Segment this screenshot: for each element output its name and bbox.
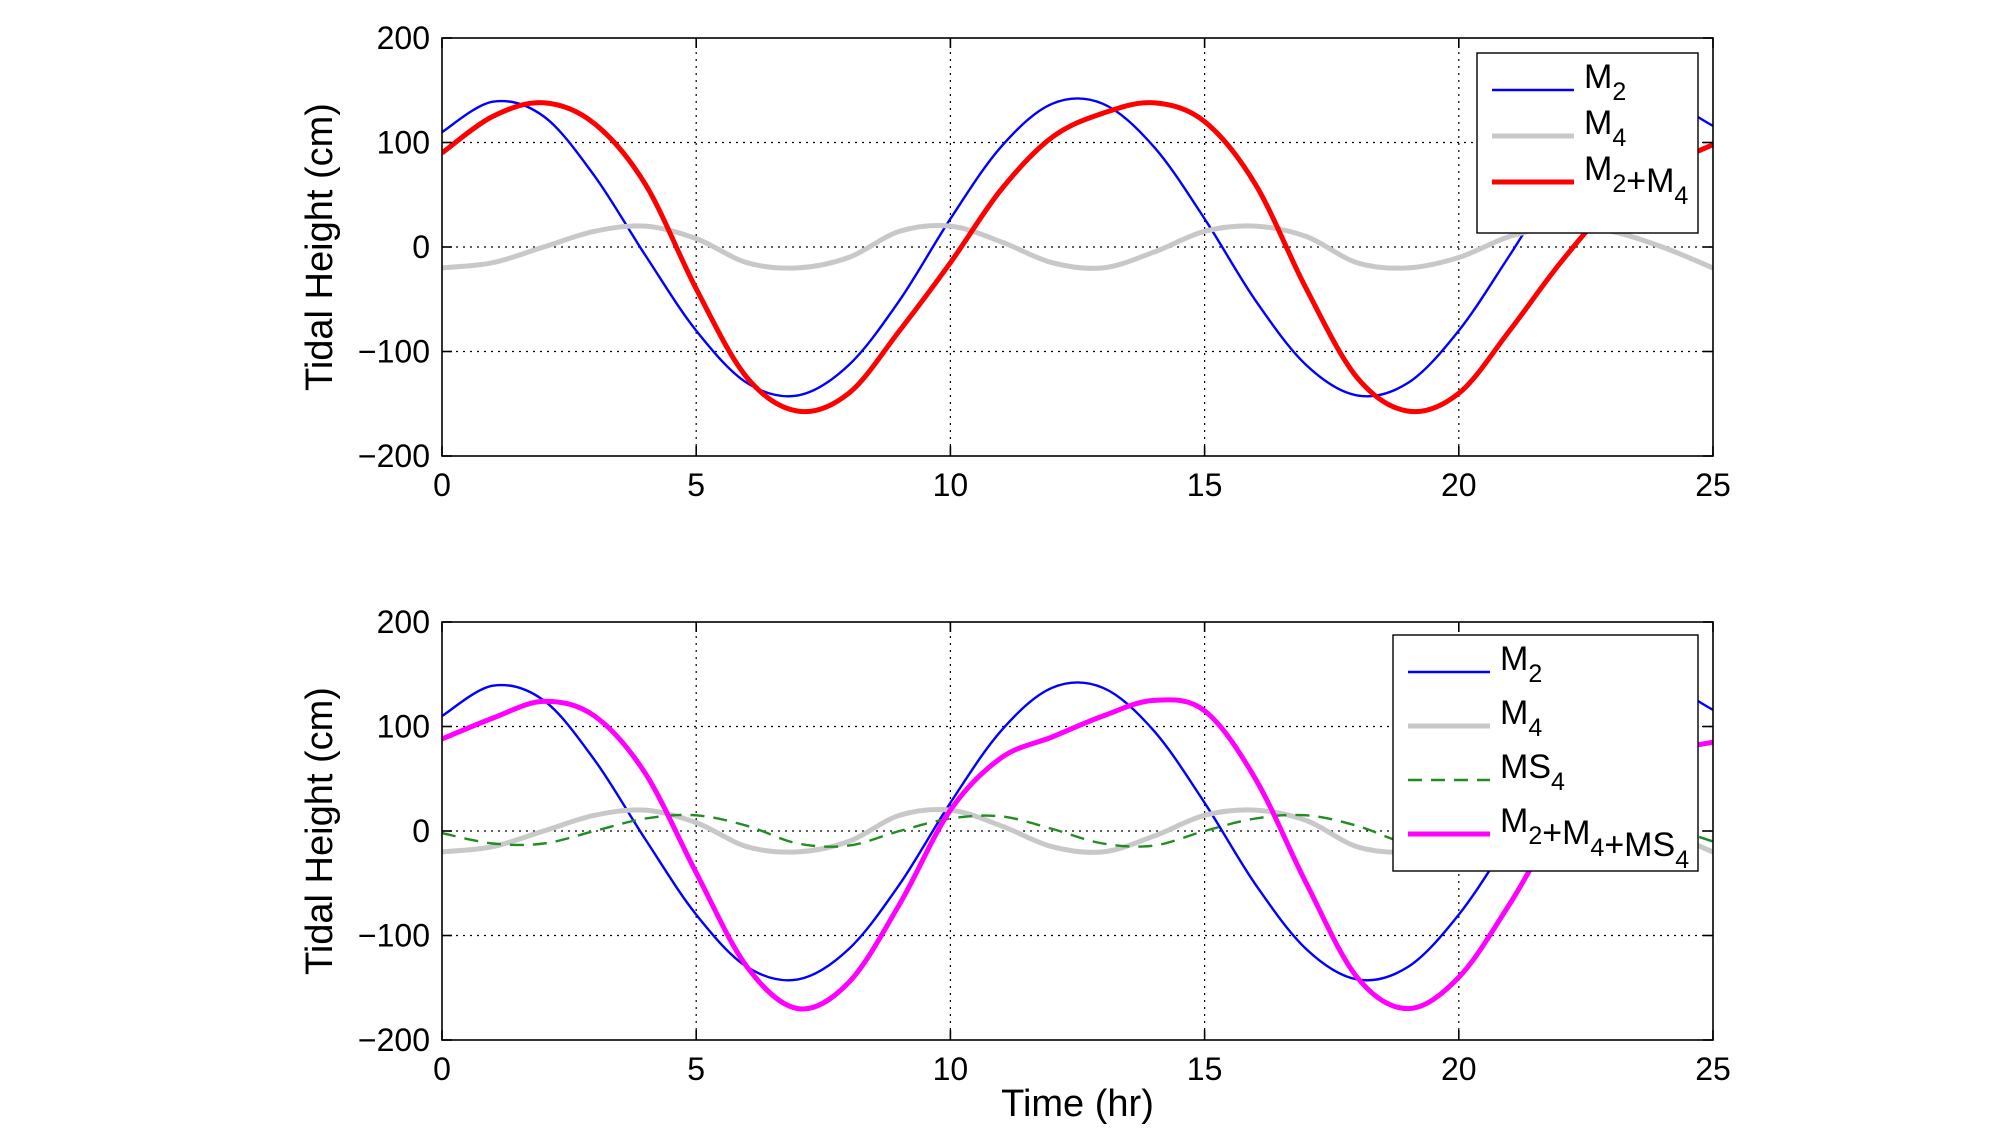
legend-label-text: +M <box>1542 814 1590 852</box>
series-line-m2-plus-m4 <box>442 100 1713 415</box>
legend-label-text: M <box>1584 58 1612 96</box>
x-tick-label: 0 <box>433 467 451 503</box>
y-tick-label: −200 <box>358 438 430 474</box>
legend-label-subscript: 2 <box>1528 822 1542 850</box>
y-tick-label: 0 <box>412 229 430 265</box>
legend-label-text: M <box>1584 104 1612 142</box>
x-tick-label: 20 <box>1441 1051 1477 1087</box>
legend-label: M4 <box>1500 694 1542 742</box>
y-tick-label: −100 <box>358 334 430 370</box>
legend-label-text: M <box>1500 694 1528 732</box>
legend-label-text: M <box>1500 802 1528 840</box>
legend-label-subscript: 4 <box>1590 834 1604 862</box>
y-tick-label: 100 <box>377 125 430 161</box>
legend-label: M2 <box>1584 58 1626 106</box>
legend-label: M4 <box>1584 104 1626 152</box>
legend-label-text: +MS <box>1604 826 1675 864</box>
series-group <box>442 97 1713 415</box>
y-tick-label: 0 <box>412 813 430 849</box>
legend-label: M2+M4+MS4 <box>1500 802 1689 874</box>
x-tick-label: 15 <box>1187 1051 1223 1087</box>
legend-label: MS4 <box>1500 748 1565 796</box>
y-tick-label: 200 <box>377 604 430 640</box>
y-tick-label: 200 <box>377 20 430 56</box>
legend-label-text: M <box>1584 150 1612 188</box>
legend-label-subscript: 2 <box>1528 660 1542 688</box>
x-tick-label: 10 <box>933 467 969 503</box>
y-tick-label: 100 <box>377 709 430 745</box>
legend-label-subscript: 4 <box>1551 768 1565 796</box>
y-tick-label: −200 <box>358 1022 430 1058</box>
series-line-m4 <box>442 222 1713 271</box>
legend-label-subscript: 4 <box>1674 182 1688 210</box>
y-tick-label: −100 <box>358 918 430 954</box>
legend-label: M2 <box>1500 640 1542 688</box>
legend-label-subscript: 4 <box>1675 846 1689 874</box>
x-tick-label: 5 <box>687 1051 705 1087</box>
legend-label-subscript: 2 <box>1612 78 1626 106</box>
x-tick-label: 0 <box>433 1051 451 1087</box>
chart-top: 0 5 10 15 20 25 200 100 0 −100 −200 Tidal Height (c… <box>299 20 1731 503</box>
series-line-m2-plus-m4-plus-ms4 <box>442 697 1713 1012</box>
x-tick-label: 25 <box>1695 467 1731 503</box>
x-tick-label: 10 <box>933 1051 969 1087</box>
x-tick-label: 25 <box>1695 1051 1731 1087</box>
legend-label-subscript: 2 <box>1612 170 1626 198</box>
legend-label-text: MS <box>1500 748 1551 786</box>
x-tick-label: 20 <box>1441 467 1477 503</box>
legend-label-text: +M <box>1626 162 1674 200</box>
legend-box <box>1476 52 1699 234</box>
y-axis-label: Tidal Height (cm) <box>299 687 341 975</box>
chart-bottom: 0 5 10 15 20 25 200 100 0 −100 −200 Tidal Height (c… <box>299 604 1731 1125</box>
legend-label-text: M <box>1500 640 1528 678</box>
x-tick-label: 15 <box>1187 467 1223 503</box>
x-tick-label: 5 <box>687 467 705 503</box>
legend-label-subscript: 4 <box>1528 714 1542 742</box>
legend-label: M2+M4 <box>1584 150 1688 210</box>
x-axis-label: Time (hr) <box>1001 1083 1154 1125</box>
series-line-m2 <box>442 97 1713 398</box>
legend-label-subscript: 4 <box>1612 124 1626 152</box>
y-axis-label: Tidal Height (cm) <box>299 103 341 391</box>
